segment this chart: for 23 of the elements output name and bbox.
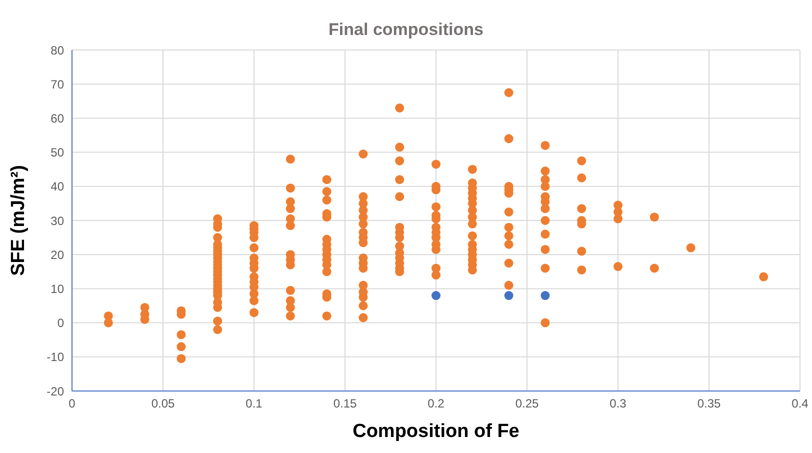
y-tick-label: 40	[50, 180, 64, 194]
x-tick-label: 0.35	[697, 396, 721, 411]
x-tick-label: 0.1	[246, 396, 263, 411]
x-tick-label: 0.3	[610, 396, 627, 411]
y-tick-label: 10	[50, 282, 64, 296]
y-tick-label: 0	[57, 316, 64, 330]
x-tick-label: 0	[68, 396, 76, 411]
y-axis-title: SFE (mJ/m²)	[8, 165, 29, 276]
x-tick-label: 0.2	[428, 396, 445, 411]
x-tick-label: 0.15	[333, 396, 357, 411]
y-tick-label: 30	[50, 214, 64, 228]
chart-title: Final compositions	[328, 19, 484, 40]
y-tick-label: 50	[50, 146, 64, 160]
y-tick-label: 80	[50, 43, 64, 58]
y-tick-label: -10	[46, 350, 64, 364]
y-tick-label: 70	[50, 77, 64, 92]
x-tick-label: 0.25	[515, 396, 539, 411]
y-tick-label: 60	[50, 111, 64, 126]
x-axis-title: Composition of Fe	[352, 421, 520, 442]
y-tick-label: -20	[46, 384, 64, 398]
x-tick-label: 0.05	[151, 396, 175, 411]
y-tick-label: 20	[50, 248, 64, 262]
x-tick-label: 0.4	[792, 396, 809, 411]
